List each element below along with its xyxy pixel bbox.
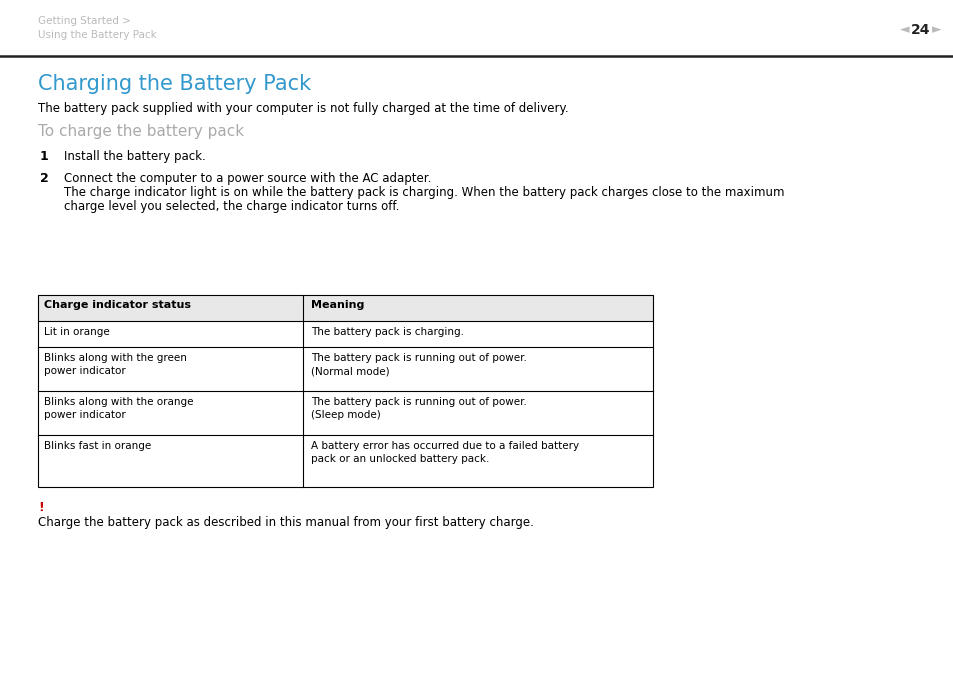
Bar [38,321,652,347]
Bar [38,347,652,391]
Text: Lit in orange: Lit in orange [44,327,110,337]
Text: (Sleep mode): (Sleep mode) [311,410,380,420]
Bar [38,295,652,487]
Text: 2: 2 [40,172,49,185]
Text: The battery pack is running out of power.: The battery pack is running out of power… [311,353,526,363]
Text: Getting Started >: Getting Started > [38,16,131,26]
Text: !: ! [38,501,44,514]
Text: The battery pack supplied with your computer is not fully charged at the time of: The battery pack supplied with your comp… [38,102,568,115]
Text: (Normal mode): (Normal mode) [311,366,389,376]
Text: To charge the battery pack: To charge the battery pack [38,124,244,139]
Text: 1: 1 [40,150,49,163]
Text: 24: 24 [910,23,930,37]
Text: Using the Battery Pack: Using the Battery Pack [38,30,156,40]
Text: ◄: ◄ [900,23,909,36]
Text: power indicator: power indicator [44,366,126,376]
Text: A battery error has occurred due to a failed battery: A battery error has occurred due to a fa… [311,441,578,451]
Text: The charge indicator light is on while the battery pack is charging. When the ba: The charge indicator light is on while t… [64,186,783,199]
Text: Meaning: Meaning [311,300,364,310]
Text: Charge indicator status: Charge indicator status [44,300,191,310]
Bar [38,391,652,435]
Text: Charging the Battery Pack: Charging the Battery Pack [38,74,311,94]
Text: Blinks fast in orange: Blinks fast in orange [44,441,152,451]
Text: ►: ► [931,23,941,36]
Bar [38,435,652,487]
Text: pack or an unlocked battery pack.: pack or an unlocked battery pack. [311,454,489,464]
Text: Charge the battery pack as described in this manual from your first battery char: Charge the battery pack as described in … [38,516,534,529]
Text: The battery pack is running out of power.: The battery pack is running out of power… [311,397,526,407]
Text: The battery pack is charging.: The battery pack is charging. [311,327,463,337]
Text: charge level you selected, the charge indicator turns off.: charge level you selected, the charge in… [64,200,399,213]
Text: Connect the computer to a power source with the AC adapter.: Connect the computer to a power source w… [64,172,431,185]
Text: Blinks along with the green: Blinks along with the green [44,353,187,363]
Bar [38,295,652,321]
Text: Blinks along with the orange: Blinks along with the orange [44,397,193,407]
Text: power indicator: power indicator [44,410,126,420]
Text: Install the battery pack.: Install the battery pack. [64,150,206,163]
